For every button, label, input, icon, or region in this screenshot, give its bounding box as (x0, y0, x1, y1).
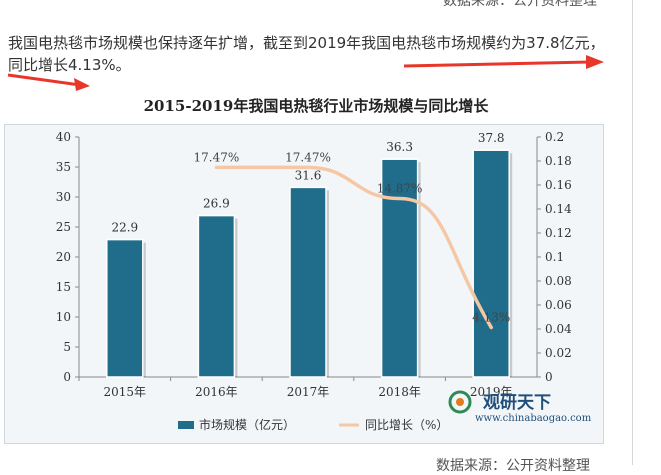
growth-value-label: 17.47% (285, 150, 331, 164)
watermark-url: www.chinabaogao.com (475, 413, 592, 424)
bar-value-label: 37.8 (478, 131, 505, 145)
left-tick-label: 15 (56, 280, 71, 294)
right-tick-label: 0.14 (545, 202, 572, 216)
legend-label-bar: 市场规模（亿元） (199, 417, 295, 432)
source-note-top: 数据来源：公开资料整理 (443, 0, 597, 9)
x-tick-label: 2017年 (287, 385, 330, 399)
chart-legend: 市场规模（亿元） 同比增长（%） (178, 417, 448, 432)
source-note-bottom: 数据来源：公开资料整理 (436, 458, 590, 474)
growth-line-group (214, 165, 493, 330)
right-tick-label: 0.18 (545, 154, 572, 168)
right-red-arrow (403, 55, 604, 69)
summary-paragraph: 我国电热毯市场规模也保持逐年扩增，截至到2019年我国电热毯市场规模约为37.8… (8, 34, 605, 74)
combo-chart: 0 5 10 15 20 25 30 35 40 0 0.02 0.04 0.06 0.08 0.1 0.1… (56, 130, 592, 432)
right-axis: 0 0.02 0.04 0.06 0.08 0.1 0.12 0.14 0.16 0.18 0.2 (536, 130, 572, 384)
right-tick-label: 0 (545, 370, 553, 384)
bar-labels-group: 22.9 26.9 31.6 36.3 37.8 (111, 131, 504, 234)
left-tick-label: 35 (56, 160, 71, 174)
legend-label-line: 同比增长（%） (365, 418, 448, 432)
bar (106, 238, 144, 378)
right-tick-label: 0.08 (545, 274, 572, 288)
bar-value-label: 36.3 (386, 140, 413, 154)
right-tick-label: 0.2 (545, 130, 564, 144)
watermark-logo-dot (456, 398, 464, 406)
watermark-logo-icon (448, 390, 472, 414)
left-tick-label: 20 (56, 250, 71, 264)
right-tick-label: 0.16 (545, 178, 572, 192)
left-tick-label: 30 (56, 190, 71, 204)
right-tick-label: 0.12 (545, 226, 572, 240)
bar (380, 158, 419, 378)
left-tick-label: 40 (56, 130, 71, 144)
left-tick-label: 10 (56, 310, 71, 324)
bar (472, 149, 510, 378)
watermark: 观研天下 www.chinabaogao.com (448, 390, 592, 424)
growth-line (214, 165, 493, 330)
right-tick-label: 0.04 (545, 322, 572, 336)
annotation-arrows (7, 55, 604, 91)
right-tick-label: 0.02 (545, 346, 572, 360)
growth-value-label: 14.87% (377, 182, 423, 196)
left-tick-label: 0 (63, 370, 71, 384)
x-tick-label: 2019年 (470, 385, 513, 399)
bars-group (106, 149, 513, 378)
x-tick-label: 2016年 (195, 385, 238, 399)
growth-labels-group: 17.47% 17.47% 14.87% 4.13% (194, 150, 511, 324)
chart-container: 0 5 10 15 20 25 30 35 40 0 0.02 0.04 0.06 0.08 0.1 0.1… (4, 124, 604, 444)
bar-value-label: 31.6 (295, 168, 322, 182)
growth-value-label: 4.13% (472, 310, 510, 324)
left-tick-label: 25 (56, 220, 71, 234)
left-tick-label: 5 (63, 340, 71, 354)
bar-value-label: 26.9 (203, 197, 230, 211)
bar-value-label: 22.9 (111, 221, 138, 235)
article-panel: 数据来源：公开资料整理 我国电热毯市场规模也保持逐年扩增，截至到2019年我国电… (4, 0, 633, 474)
x-tick-label: 2018年 (378, 385, 421, 399)
left-red-arrow (7, 73, 90, 91)
bar (197, 214, 236, 378)
right-tick-label: 0.1 (545, 250, 564, 264)
bar (289, 186, 327, 378)
right-tick-label: 0.06 (545, 298, 572, 312)
legend-swatch-bar (178, 421, 194, 429)
x-tick-labels: 2015年 2016年 2017年 2018年 2019年 (78, 377, 513, 399)
growth-value-label: 17.47% (194, 150, 240, 164)
watermark-brand: 观研天下 (482, 393, 551, 413)
x-tick-label: 2015年 (104, 385, 147, 399)
chart-title: 2015-2019年我国电热毯行业市场规模与同比增长 (143, 97, 489, 115)
